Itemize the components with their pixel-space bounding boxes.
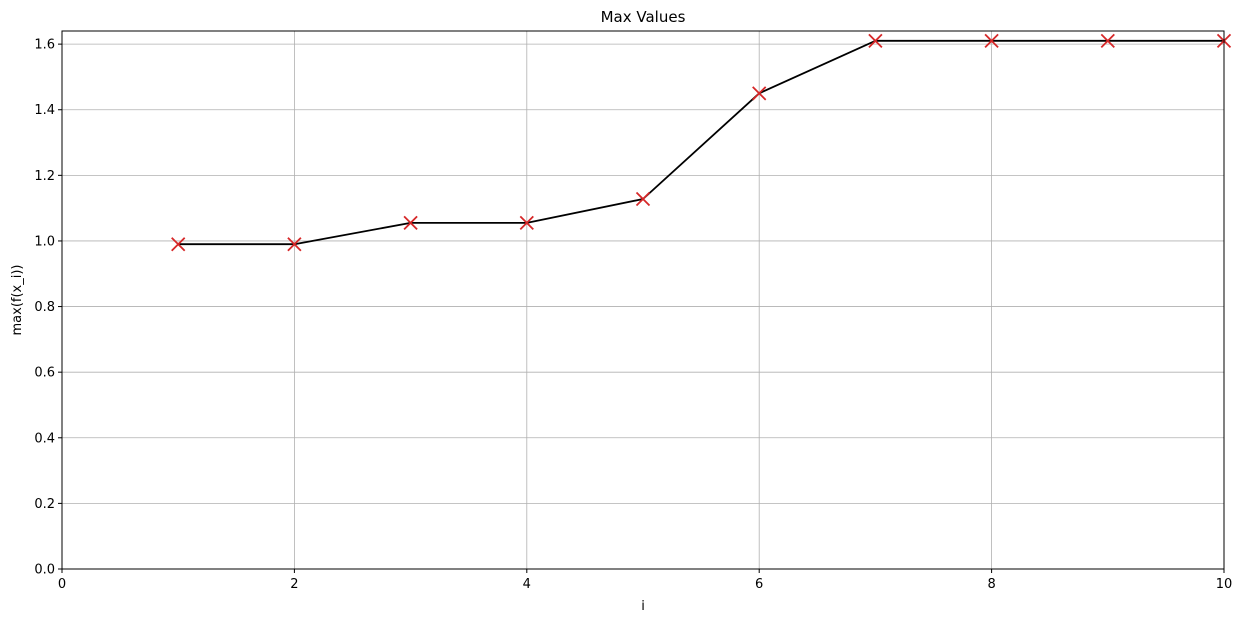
y-axis-label: max(f(x_i)) <box>10 265 25 336</box>
y-tick-label: 1.6 <box>34 38 55 53</box>
x-marker-point <box>635 191 651 207</box>
x-tick-label: 8 <box>987 577 995 592</box>
x-marker-point <box>868 33 883 48</box>
x-marker-point <box>519 215 534 231</box>
x-marker-point <box>287 237 302 252</box>
x-marker-point <box>984 33 999 48</box>
y-tick-label: 0.8 <box>34 300 55 315</box>
y-tick-label: 0.2 <box>34 497 55 512</box>
x-tick-label: 4 <box>523 577 531 592</box>
y-tick-label: 1.0 <box>34 234 55 249</box>
x-marker-point <box>171 237 186 252</box>
grid-lines <box>61 31 1225 570</box>
y-tick-label: 1.2 <box>34 169 55 184</box>
x-tick-label: 0 <box>58 577 66 592</box>
series-line-layer <box>178 39 1224 246</box>
x-tick-label: 10 <box>1216 577 1233 592</box>
x-marker-point <box>403 215 418 231</box>
x-axis-label: i <box>641 599 645 614</box>
series-line <box>178 39 1224 246</box>
x-tick-label: 2 <box>290 577 298 592</box>
x-marker-point <box>1100 33 1115 48</box>
y-tick-label: 1.4 <box>34 103 55 118</box>
x-tick-label: 6 <box>755 577 763 592</box>
y-tick-label: 0.0 <box>34 563 55 578</box>
marker-layer <box>171 33 1232 252</box>
y-tick-label: 0.4 <box>34 431 55 446</box>
y-axis-ticks: 0.0 0.2 0.4 0.6 0.8 1.0 1.2 1.4 1.6 <box>34 38 62 578</box>
x-marker-point <box>752 86 767 101</box>
x-axis-ticks: 0 2 4 6 8 10 <box>58 569 1232 592</box>
y-tick-label: 0.6 <box>34 366 55 381</box>
chart-title: Max Values <box>601 8 686 26</box>
plot-frame <box>61 30 1225 570</box>
